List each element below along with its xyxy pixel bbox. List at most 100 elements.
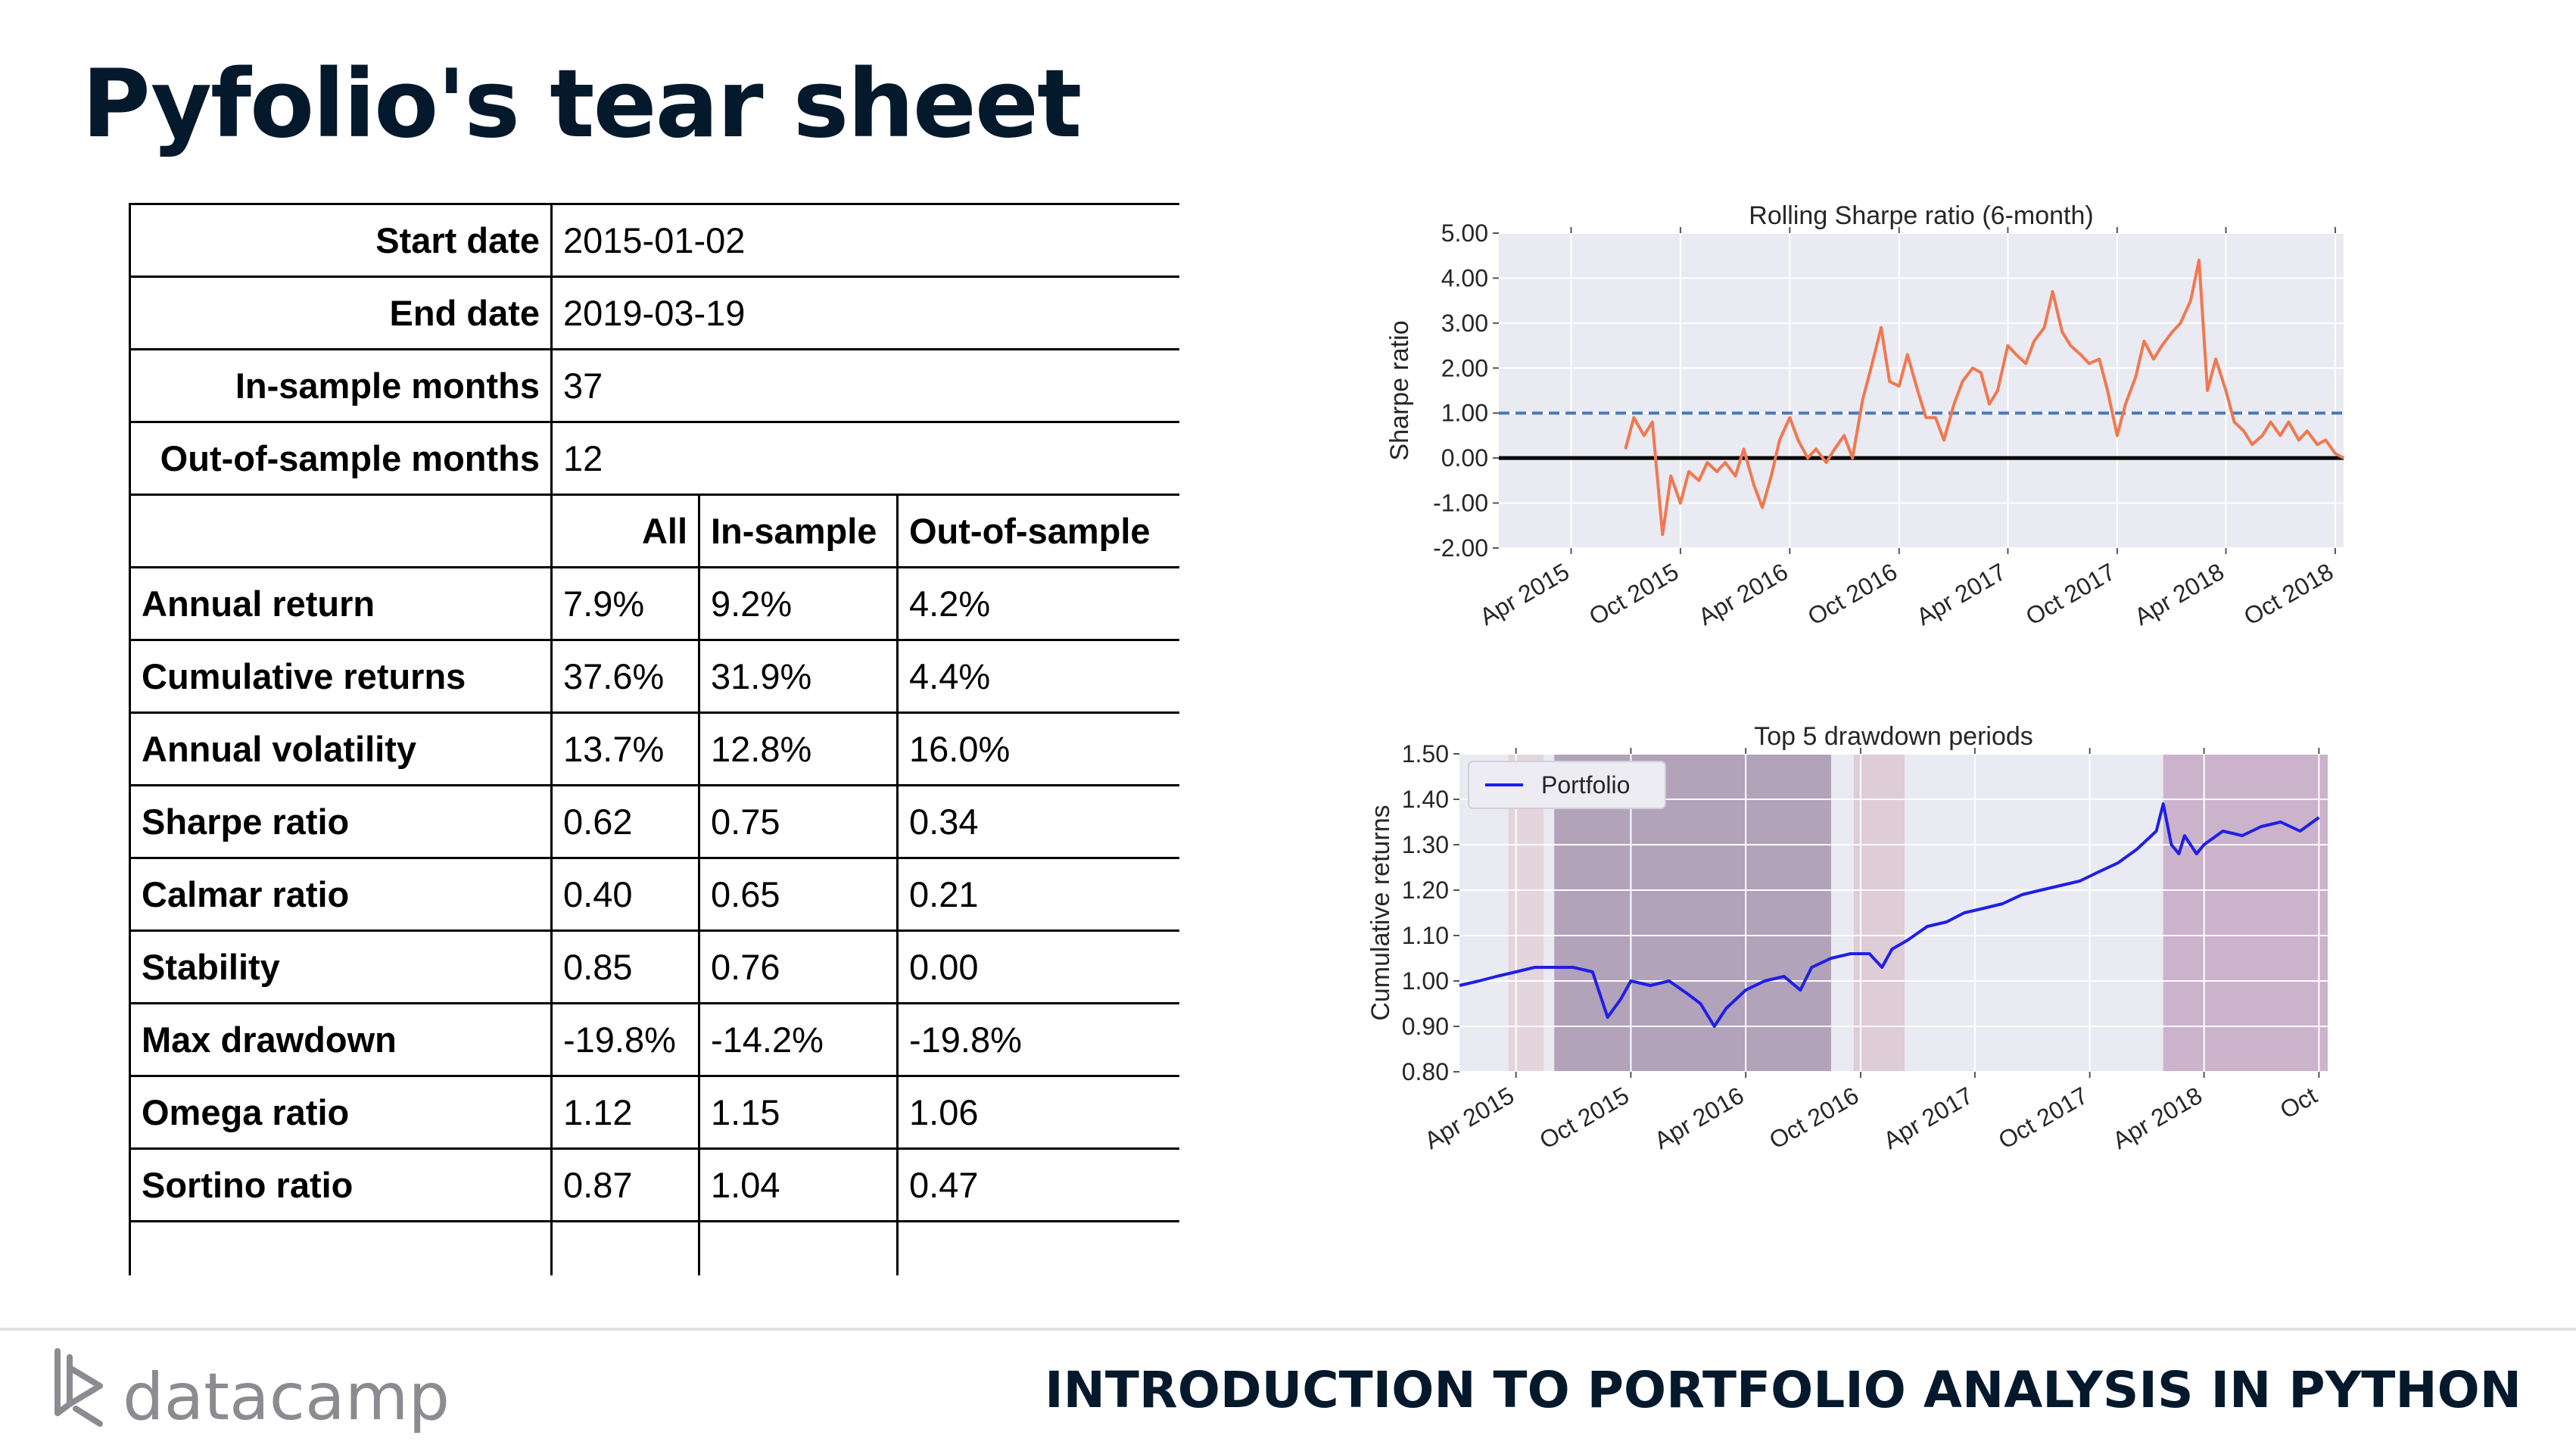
stat-value: 37 [550, 348, 1179, 423]
column-header-out-of-sample: Out-of-sample [896, 494, 1179, 568]
x-tick-label: Oct 2016 [1765, 1082, 1863, 1154]
metric-value-in-sample: 0.76 [698, 929, 899, 1004]
table-row: Start date 2015-01-02 [129, 203, 1179, 278]
y-tick-label: 1.20 [1402, 877, 1449, 904]
y-tick-label: 1.00 [1441, 400, 1488, 427]
metric-label: Sharpe ratio [129, 784, 553, 859]
table-row: Cumulative returns 37.6% 31.9% 4.4% [129, 639, 1179, 714]
metric-label: Stability [129, 929, 553, 1004]
metric-value-out-of-sample: 16.0% [896, 711, 1179, 786]
metric-value-all: -19.8% [550, 1002, 700, 1077]
metric-value-out-of-sample: 0.34 [896, 784, 1179, 859]
x-tick-label: Apr 2015 [1420, 1082, 1519, 1154]
metric-value-in-sample: 0.65 [698, 857, 899, 932]
datacamp-logo: datacamp [53, 1344, 477, 1446]
metric-value-out-of-sample: -19.8% [896, 1002, 1179, 1077]
x-tick-label: Oct 2017 [1994, 1082, 2092, 1154]
metric-value-out-of-sample: 4.2% [896, 566, 1179, 641]
metric-value-all: 0.87 [550, 1147, 700, 1222]
y-tick-label: 1.10 [1402, 922, 1449, 949]
table-row: Sortino ratio 0.87 1.04 0.47 [129, 1147, 1179, 1222]
stat-value: 12 [550, 421, 1179, 496]
logo-text: datacamp [123, 1359, 450, 1435]
metric-value-out-of-sample: 4.4% [896, 639, 1179, 714]
x-tick-label: Oct 2018 [2239, 558, 2338, 631]
metric-value-all: 0.85 [550, 929, 700, 1004]
metric-label: Calmar ratio [129, 857, 553, 932]
table-row: Stability 0.85 0.76 0.00 [129, 929, 1179, 1004]
x-tick-label: Oct [2275, 1082, 2322, 1124]
column-header-in-sample: In-sample [698, 494, 899, 568]
footer-divider [0, 1328, 2576, 1331]
metric-label: Omega ratio [129, 1075, 553, 1150]
x-tick-label: Apr 2016 [1649, 1082, 1748, 1154]
stat-label: Out-of-sample months [129, 421, 553, 496]
y-tick-label: 1.00 [1402, 967, 1449, 995]
metric-label: Sortino ratio [129, 1147, 553, 1222]
table-row: In-sample months 37 [129, 348, 1179, 423]
metric-value-out-of-sample: 0.47 [896, 1147, 1179, 1222]
y-tick-label: 0.90 [1402, 1013, 1449, 1040]
x-tick-label: Apr 2018 [2130, 558, 2229, 631]
metric-label: Max drawdown [129, 1002, 553, 1077]
y-tick-label: 0.80 [1402, 1058, 1449, 1085]
page-title: Pyfolio's tear sheet [82, 50, 1082, 159]
drawdown-period [2163, 754, 2328, 1072]
y-tick-label: 3.00 [1441, 310, 1488, 337]
table-row: Annual volatility 13.7% 12.8% 16.0% [129, 711, 1179, 786]
x-tick-label: Oct 2015 [1534, 1082, 1633, 1154]
drawdown-period [1853, 754, 1905, 1072]
chart-title: Rolling Sharpe ratio (6-month) [1749, 201, 2093, 230]
metric-value-in-sample: 1.04 [698, 1147, 899, 1222]
y-tick-label: 1.40 [1402, 786, 1449, 813]
empty-header-cell [129, 494, 553, 568]
y-tick-label: -1.00 [1433, 490, 1488, 517]
metric-value-in-sample: 1.15 [698, 1075, 899, 1150]
metric-value-out-of-sample: 0.21 [896, 857, 1179, 932]
column-header-all: All [550, 494, 700, 568]
x-tick-label: Apr 2017 [1911, 558, 2010, 631]
table-row: End date 2019-03-19 [129, 276, 1179, 350]
metric-value-in-sample: 31.9% [698, 639, 899, 714]
table-row: Out-of-sample months 12 [129, 421, 1179, 496]
x-tick-label: Oct 2015 [1584, 558, 1683, 631]
series-line [1624, 258, 2344, 537]
table-row: Sharpe ratio 0.62 0.75 0.34 [129, 784, 1179, 859]
table-header-row: All In-sample Out-of-sample [129, 494, 1179, 568]
x-tick-label: Apr 2016 [1693, 558, 1792, 631]
stat-value: 2019-03-19 [550, 276, 1179, 350]
table-row: Annual return 7.9% 9.2% 4.2% [129, 566, 1179, 641]
plot-area [1499, 233, 2344, 548]
y-tick-label: 5.00 [1441, 220, 1488, 247]
datacamp-mark-icon [55, 1348, 103, 1427]
y-tick-label: 2.00 [1441, 354, 1488, 381]
y-tick-label: 1.30 [1402, 831, 1449, 858]
table-row: Calmar ratio 0.40 0.65 0.21 [129, 857, 1179, 932]
performance-stats-table: Start date 2015-01-02 End date 2019-03-1… [129, 203, 1179, 1275]
legend-label: Portfolio [1541, 771, 1630, 799]
metric-value-in-sample: 0.75 [698, 784, 899, 859]
course-title: INTRODUCTION TO PORTFOLIO ANALYSIS IN PY… [1045, 1361, 2521, 1419]
table-row-cutoff [129, 1220, 1179, 1275]
x-tick-label: Oct 2017 [2021, 558, 2120, 631]
table-row: Omega ratio 1.12 1.15 1.06 [129, 1075, 1179, 1150]
y-axis-label: Sharpe ratio [1385, 320, 1414, 460]
y-tick-label: 1.50 [1402, 740, 1449, 768]
stat-value: 2015-01-02 [550, 203, 1179, 278]
metric-value-in-sample: 12.8% [698, 711, 899, 786]
metric-value-out-of-sample: 1.06 [896, 1075, 1179, 1150]
metric-value-in-sample: -14.2% [698, 1002, 899, 1077]
x-tick-label: Apr 2018 [2108, 1082, 2207, 1154]
stat-label: In-sample months [129, 348, 553, 423]
series-line [1459, 802, 2320, 1028]
metric-value-all: 0.62 [550, 784, 700, 859]
stat-label: Start date [129, 203, 553, 278]
y-tick-label: 0.00 [1441, 444, 1488, 472]
x-tick-label: Apr 2017 [1879, 1082, 1977, 1154]
x-tick-label: Oct 2016 [1803, 558, 1902, 631]
y-axis-label: Cumulative returns [1366, 805, 1395, 1020]
stat-label: End date [129, 276, 553, 350]
metric-value-all: 1.12 [550, 1075, 700, 1150]
